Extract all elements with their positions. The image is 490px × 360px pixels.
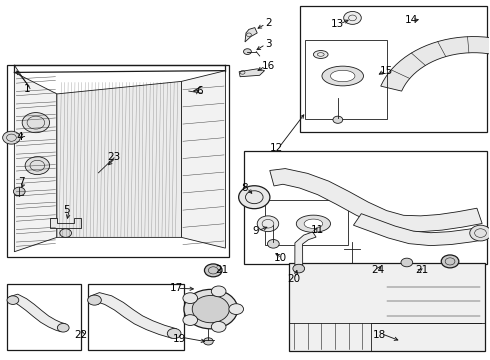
Circle shape [333,116,343,123]
Polygon shape [239,69,265,77]
Polygon shape [353,214,487,246]
Polygon shape [181,71,225,248]
Circle shape [183,315,197,325]
Text: 7: 7 [18,177,24,187]
Circle shape [229,304,244,315]
Text: 23: 23 [107,152,121,162]
Circle shape [60,229,72,237]
Text: 8: 8 [242,183,248,193]
Circle shape [7,296,19,305]
Text: 14: 14 [405,15,418,26]
Text: 10: 10 [273,253,287,263]
Text: 22: 22 [74,330,88,340]
Text: 16: 16 [262,61,275,71]
Polygon shape [91,293,177,338]
Circle shape [204,264,222,277]
Circle shape [88,295,101,305]
Text: 24: 24 [371,265,385,275]
Circle shape [257,216,279,231]
Ellipse shape [296,215,331,232]
Text: 15: 15 [380,66,393,76]
Text: 1: 1 [24,84,31,94]
Polygon shape [270,168,482,231]
Circle shape [22,113,49,133]
Text: 17: 17 [170,283,183,293]
Circle shape [203,338,213,345]
Circle shape [244,49,251,54]
Polygon shape [14,72,57,252]
Circle shape [211,286,226,297]
Circle shape [25,157,49,175]
Text: 4: 4 [16,132,23,142]
Polygon shape [381,37,490,100]
FancyBboxPatch shape [289,263,486,351]
Text: 18: 18 [373,330,386,340]
Polygon shape [49,218,81,228]
Text: 3: 3 [265,40,272,49]
Text: 21: 21 [215,265,228,275]
Ellipse shape [304,219,323,228]
Circle shape [401,258,413,267]
Circle shape [343,12,361,24]
Polygon shape [9,294,65,332]
Polygon shape [245,28,257,42]
Circle shape [167,328,181,338]
Circle shape [441,255,459,268]
Circle shape [268,239,279,248]
Circle shape [57,323,69,332]
Ellipse shape [322,66,364,86]
Text: 12: 12 [270,143,283,153]
Polygon shape [295,232,316,265]
Circle shape [2,131,20,144]
Text: 5: 5 [63,206,70,216]
Text: 9: 9 [252,226,259,236]
Text: 2: 2 [265,18,272,28]
Circle shape [192,296,229,323]
Circle shape [239,186,270,209]
Text: 11: 11 [311,225,324,235]
Circle shape [470,225,490,241]
Ellipse shape [331,70,355,82]
Text: 13: 13 [331,19,344,29]
Circle shape [211,321,226,332]
Circle shape [13,187,25,196]
Ellipse shape [314,50,328,58]
Circle shape [293,264,305,273]
Text: 20: 20 [287,274,300,284]
Circle shape [183,293,197,303]
Text: 19: 19 [172,333,186,343]
Circle shape [184,289,238,329]
Text: 6: 6 [197,86,203,96]
Text: 21: 21 [415,265,428,275]
Polygon shape [57,81,181,237]
